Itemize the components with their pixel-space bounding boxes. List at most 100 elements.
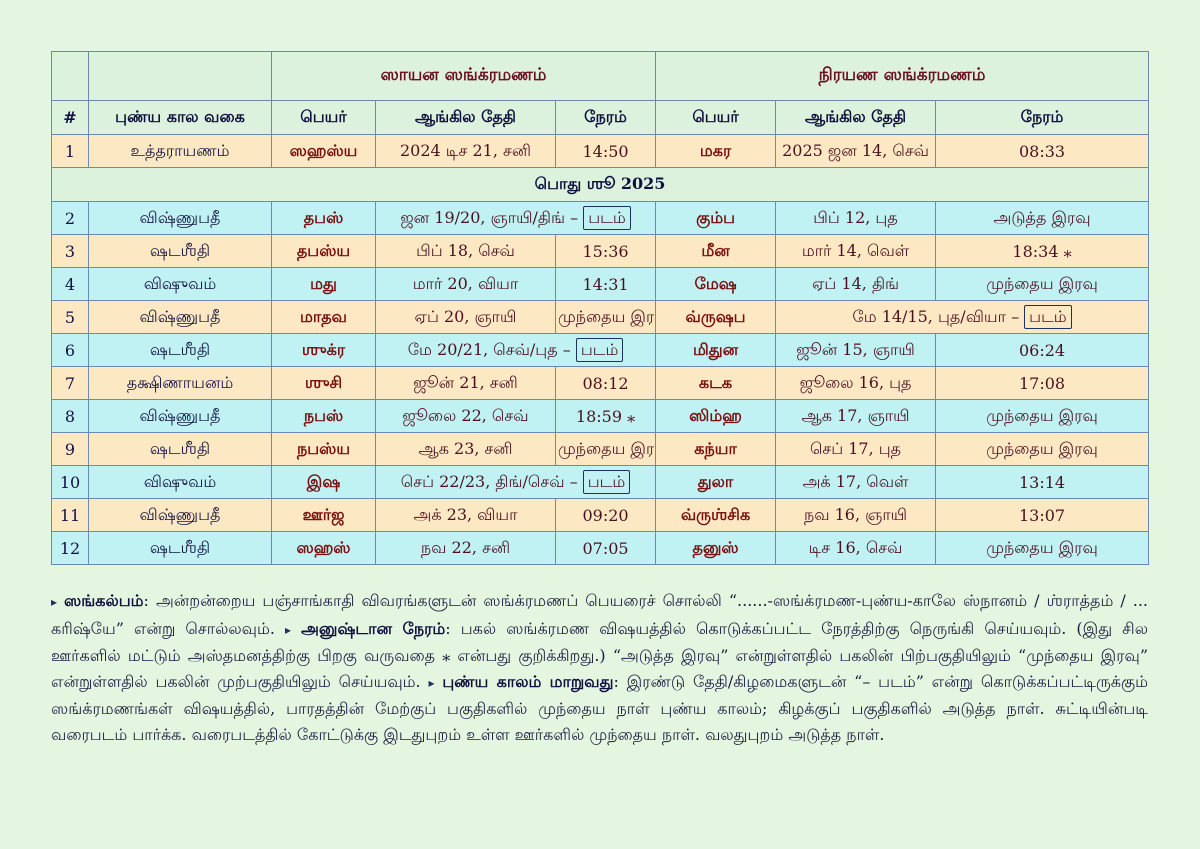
col-n-date: ஆங்கில தேதி <box>775 100 937 135</box>
map-link[interactable]: படம் <box>575 338 624 362</box>
row-type: ஷடஶீதி <box>88 333 272 367</box>
row-num: 10 <box>51 465 89 499</box>
row-s-time: 15:36 <box>554 234 657 268</box>
col-num: # <box>51 100 89 135</box>
subheader-year: பொது ஶூ 2025 <box>50 167 1150 202</box>
note-key-sankalpam: ஸங்கல்பம் <box>64 591 144 610</box>
row-n-time: முந்தைய இரவு <box>935 531 1150 565</box>
bullet-icon: ▸ <box>285 622 292 637</box>
row-s-date: செப் 22/23, திங்/செவ் – <box>400 472 583 491</box>
row-n-time: 18:34 ⁎ <box>935 234 1150 268</box>
table-row: 3 ஷடஶீதி தபஸ்ய பிப் 18, செவ் 15:36 மீன மார் 14… <box>51 234 1150 268</box>
column-header-row: # புண்ய கால வகை பெயர் ஆங்கில தேதி நேரம் … <box>51 100 1150 135</box>
row-n-time: அடுத்த இரவு <box>935 201 1150 235</box>
row-n-date: மார் 14, வெள் <box>775 234 937 268</box>
row-n-time: முந்தைய இரவு <box>935 399 1150 433</box>
table-row: 6 ஷடஶீதி ஶுக்ர மே 20/21, செவ்/புத – படம் மித… <box>51 333 1150 367</box>
col-s-name: பெயர் <box>271 100 376 135</box>
row-s-date: பிப் 18, செவ் <box>375 234 556 268</box>
note-text-punyakala: : இரண்டு தேதி/கிழமைகளுடன் “– படம்” என்று… <box>51 671 1149 744</box>
row-type: ஷடஶீதி <box>88 234 272 268</box>
row-s-name: ஸஹஸ் <box>271 531 376 565</box>
sankramana-table: ஸாயன ஸங்க்ரமணம் நிரயண ஸங்க்ரமணம் # புண்ய… <box>50 51 1150 565</box>
row-s-name: ஊர்ஜ <box>271 498 376 532</box>
col-n-time: நேரம் <box>935 100 1150 135</box>
row-s-date: ஜூன் 21, சனி <box>375 366 556 400</box>
bullet-icon: ▸ <box>51 595 58 609</box>
row-s-date: மார் 20, வியா <box>375 267 556 301</box>
row-s-name: தபஸ் <box>271 201 376 235</box>
row-type: விஷ்ணுபதீ <box>88 498 272 532</box>
bullet-icon: ▸ <box>428 675 435 690</box>
row-n-date: மே 14/15, புத/வியா – <box>852 307 1025 326</box>
row-type: விஷுவம் <box>88 267 272 301</box>
table-row: 4 விஷுவம் மது மார் 20, வியா 14:31 மேஷ ஏப் 14, … <box>51 267 1150 301</box>
table-row: 8 விஷ்ணுபதீ நபஸ் ஜூலை 22, செவ் 18:59 ⁎ ஸிம்ஹ ஆ… <box>51 399 1150 433</box>
row-n-date-merged: மே 14/15, புத/வியா – படம் <box>775 300 1150 334</box>
row-num: 12 <box>51 531 89 565</box>
row-n-time: முந்தைய இரவு <box>935 432 1150 466</box>
blank-cell <box>51 51 89 101</box>
row-type: ஷடஶீதி <box>88 531 272 565</box>
map-link[interactable]: படம் <box>583 206 631 230</box>
row-s-date: நவ 22, சனி <box>375 531 556 565</box>
row-s-date: அக் 23, வியா <box>375 498 556 532</box>
map-link[interactable]: படம் <box>582 470 631 494</box>
row-s-time: 08:12 <box>554 366 657 400</box>
col-s-time: நேரம் <box>554 100 657 135</box>
group-header-row: ஸாயன ஸங்க்ரமணம் நிரயண ஸங்க்ரமணம் <box>51 51 1150 101</box>
row-type: தக்ஷிணாயனம் <box>88 366 272 400</box>
row-n-name: மேஷ <box>655 267 777 301</box>
row-s-name: மது <box>271 267 376 301</box>
note-text-sankalpam: : அன்றன்றைய பஞ்சாங்காதி விவரங்களுடன் ஸங்… <box>51 591 1148 638</box>
row-s-name: இஷ <box>271 465 376 499</box>
row-n-date: செப் 17, புத <box>775 432 937 466</box>
group-nirayana: நிரயண ஸங்க்ரமணம் <box>655 51 1150 101</box>
row-n-time: 13:07 <box>935 498 1150 532</box>
row-s-name: நபஸ்ய <box>271 432 376 466</box>
row-s-date: ஆக 23, சனி <box>375 432 556 466</box>
row-s-name: நபஸ் <box>271 399 376 433</box>
table-row: 1 உத்தராயணம் ஸஹஸ்ய 2024 டிச 21, சனி 14:5… <box>51 134 1150 168</box>
row-n-name: மீன <box>655 234 777 268</box>
table-row: 7 தக்ஷிணாயனம் ஶுசி ஜூன் 21, சனி 08:12 கடக ஜூலை… <box>51 366 1150 400</box>
row-num: 5 <box>51 300 89 334</box>
map-link[interactable]: படம் <box>1024 305 1072 329</box>
row-type: உத்தராயணம் <box>88 134 272 168</box>
subheader-row: பொது ஶூ 2025 <box>50 167 1150 202</box>
table-row: 12 ஷடஶீதி ஸஹஸ் நவ 22, சனி 07:05 தனுஸ் டிச 16, … <box>51 531 1150 565</box>
row-num: 8 <box>51 399 89 433</box>
row-n-name: தனுஸ் <box>655 531 777 565</box>
note-key-anushtana: அனுஷ்டான நேரம் <box>301 618 446 638</box>
note-text-anushtana: : பகல் ஸங்க்ரமண விஷயத்தில் கொடுக்கப்பட்ட… <box>51 618 1148 691</box>
row-n-name: கந்யா <box>655 432 777 466</box>
row-n-name: கும்ப <box>655 201 777 235</box>
row-s-name: தபஸ்ய <box>271 234 376 268</box>
row-type: விஷுவம் <box>88 465 272 499</box>
row-n-name: ஸிம்ஹ <box>655 399 777 433</box>
row-type: ஷடஶீதி <box>88 432 272 466</box>
row-s-date: 2024 டிச 21, சனி <box>375 134 556 168</box>
row-s-time: முந்தைய இரவு <box>554 432 657 466</box>
table-row: 10 விஷுவம் இஷ செப் 22/23, திங்/செவ் – படம் த… <box>51 465 1150 499</box>
row-s-time: 14:31 <box>554 267 657 301</box>
row-n-date: ஏப் 14, திங் <box>775 267 937 301</box>
row-type: விஷ்ணுபதீ <box>88 300 272 334</box>
row-num: 2 <box>51 201 89 235</box>
row-s-date: ஏப் 20, ஞாயி <box>375 300 556 334</box>
row-n-date: அக் 17, வெள் <box>775 465 937 499</box>
row-s-date: ஜூலை 22, செவ் <box>375 399 556 433</box>
row-n-date: ஜூலை 16, புத <box>775 366 937 400</box>
row-n-time: 13:14 <box>935 465 1150 499</box>
row-n-time: 17:08 <box>935 366 1150 400</box>
row-s-name: ஶுக்ர <box>271 333 376 367</box>
row-s-date-merged: ஜன 19/20, ஞாயி/திங் – படம் <box>374 201 657 235</box>
notes-paragraph: ▸ ஸங்கல்பம்: அன்றன்றைய பஞ்சாங்காதி விவரங… <box>51 588 1148 747</box>
row-n-name: வ்ருஷப <box>655 300 777 334</box>
row-type: விஷ்ணுபதீ <box>88 399 272 433</box>
row-s-date: மே 20/21, செவ்/புத – <box>407 340 576 359</box>
group-sayana: ஸாயன ஸங்க்ரமணம் <box>270 51 657 101</box>
row-s-time: 14:50 <box>554 134 657 168</box>
col-type: புண்ய கால வகை <box>88 100 272 135</box>
